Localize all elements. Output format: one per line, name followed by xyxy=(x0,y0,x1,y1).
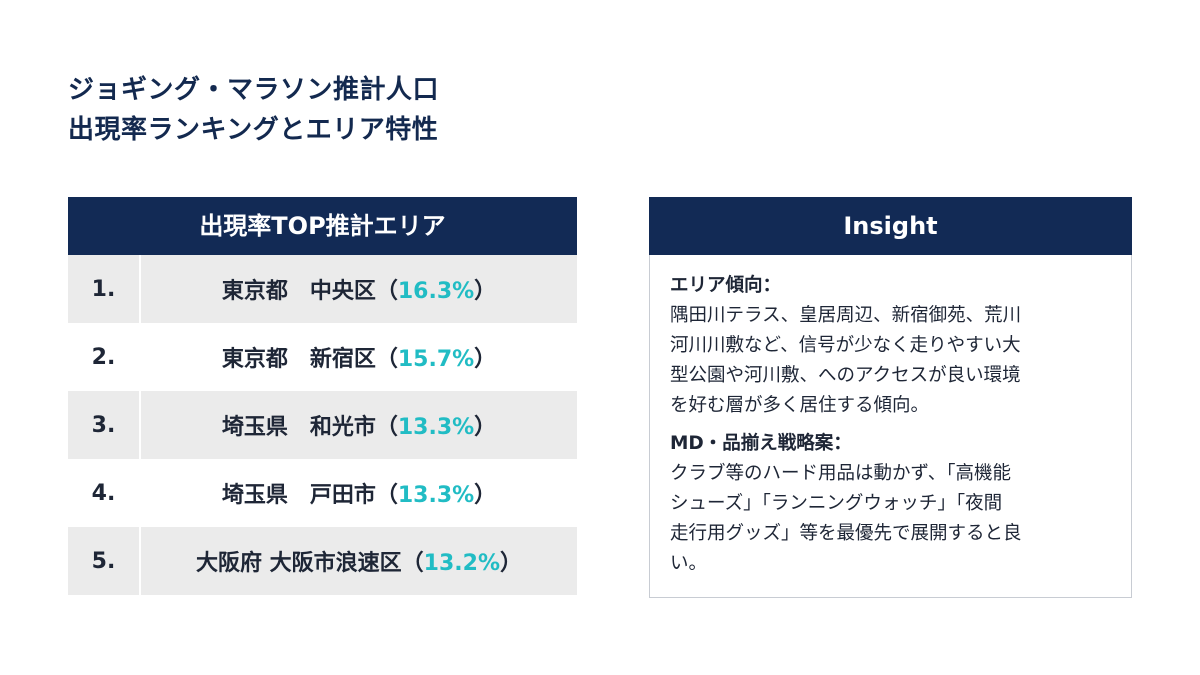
rank-number: 1. xyxy=(68,255,141,323)
area-label: 埼玉県 和光市 xyxy=(221,415,376,440)
insight-panel: Insight エリア傾向： 隅田川テラス、皇居周辺、新宿御苑、荒川 河川川敷など… xyxy=(649,197,1132,598)
paren-close: ） xyxy=(500,551,523,576)
title-line-1: ジョギング・マラソン推計人口 xyxy=(68,75,440,105)
page-title: ジョギング・マラソン推計人口 出現率ランキングとエリア特性 xyxy=(68,70,439,150)
insight-header: Insight xyxy=(649,197,1132,255)
insight-text-line: 河川川敷など、信号が少なく走りやすい大 xyxy=(670,335,1021,356)
insight-text-line: を好む層が多く居住する傾向。 xyxy=(670,395,930,416)
ranking-row: 2. 東京都 新宿区（15.7%） xyxy=(68,323,577,391)
ranking-row: 4. 埼玉県 戸田市（13.3%） xyxy=(68,459,577,527)
area-label: 大阪府 大阪市浪速区 xyxy=(195,551,402,576)
area-name: 埼玉県 和光市（13.3%） xyxy=(141,409,577,441)
rank-number: 5. xyxy=(68,527,141,595)
paren-open: （ xyxy=(375,415,398,440)
area-label: 東京都 中央区 xyxy=(221,279,376,304)
ranking-row: 3. 埼玉県 和光市（13.3%） xyxy=(68,391,577,459)
ranking-table: 出現率TOP推計エリア 1. 東京都 中央区（16.3%） 2. 東京都 新宿区（… xyxy=(68,197,577,595)
area-name: 埼玉県 戸田市（13.3%） xyxy=(141,477,577,509)
area-trend-heading: エリア傾向： xyxy=(670,275,782,296)
rank-number: 2. xyxy=(68,323,141,391)
ranking-row: 5. 大阪府 大阪市浪速区（13.2%） xyxy=(68,527,577,595)
paren-open: （ xyxy=(375,279,398,304)
ranking-row: 1. 東京都 中央区（16.3%） xyxy=(68,255,577,323)
insight-text-line: 走行用グッズ」等を最優先で展開すると良 xyxy=(670,523,1022,544)
percentage: 13.3% xyxy=(397,415,475,440)
insight-body: エリア傾向： 隅田川テラス、皇居周辺、新宿御苑、荒川 河川川敷など、信号が少なく走… xyxy=(649,255,1132,598)
percentage: 16.3% xyxy=(397,279,475,304)
paren-open: （ xyxy=(375,483,398,508)
md-strategy-heading: MD・品揃え戦略案： xyxy=(670,433,852,454)
title-line-2: 出現率ランキングとエリア特性 xyxy=(68,115,439,145)
paren-close: ） xyxy=(474,483,497,508)
insight-text-line: シューズ」「ランニングウォッチ」「夜間 xyxy=(670,493,1003,514)
paren-open: （ xyxy=(401,551,424,576)
area-name: 東京都 中央区（16.3%） xyxy=(141,273,577,305)
area-label: 東京都 新宿区 xyxy=(221,347,376,372)
rank-number: 4. xyxy=(68,459,141,527)
paren-close: ） xyxy=(474,347,497,372)
area-name: 大阪府 大阪市浪速区（13.2%） xyxy=(141,545,577,577)
insight-text-line: い。 xyxy=(670,553,708,574)
paren-open: （ xyxy=(375,347,398,372)
paren-close: ） xyxy=(474,279,497,304)
insight-text-line: クラブ等のハード用品は動かず、「高機能 xyxy=(670,463,1011,484)
rank-number: 3. xyxy=(68,391,141,459)
insight-text-line: 型公園や河川敷、へのアクセスが良い環境 xyxy=(670,365,1021,386)
percentage: 13.2% xyxy=(423,551,500,576)
paren-close: ） xyxy=(474,415,497,440)
percentage: 13.3% xyxy=(397,483,475,508)
insight-text-line: 隅田川テラス、皇居周辺、新宿御苑、荒川 xyxy=(670,305,1022,326)
ranking-header: 出現率TOP推計エリア xyxy=(68,197,577,255)
area-name: 東京都 新宿区（15.7%） xyxy=(141,341,577,373)
percentage: 15.7% xyxy=(397,347,475,372)
area-label: 埼玉県 戸田市 xyxy=(221,483,376,508)
